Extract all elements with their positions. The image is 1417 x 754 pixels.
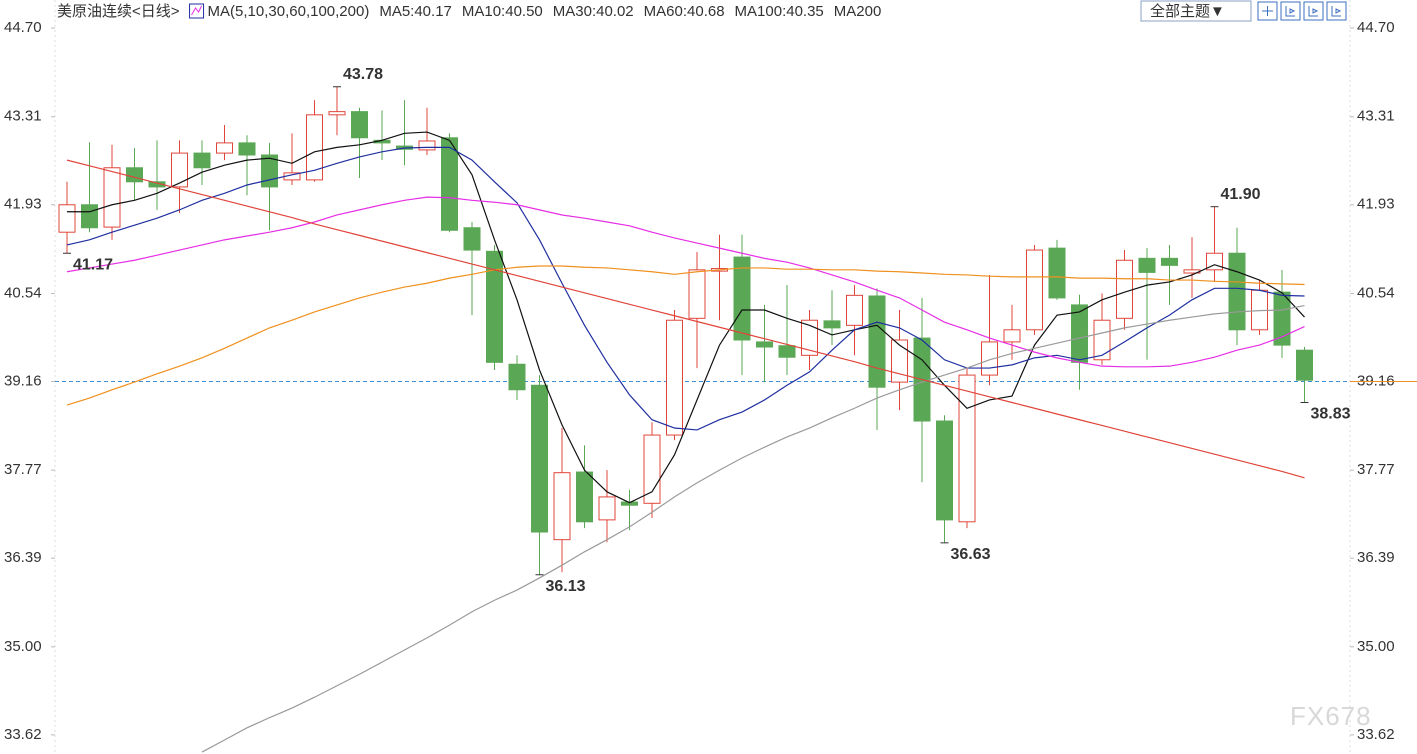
tool-icon: [1331, 6, 1342, 17]
candle-body: [1161, 257, 1178, 266]
candle-body: [823, 320, 841, 329]
legend-entry: MA200: [834, 3, 882, 20]
theme-button[interactable]: [1140, 0, 1252, 22]
candle-body: [216, 142, 233, 154]
candle-body: [1116, 259, 1133, 319]
ma-line: [67, 131, 1305, 504]
theme-button-label[interactable]: 全部主题▼: [1150, 2, 1225, 20]
ma-line: [201, 304, 1305, 753]
candle-body: [81, 204, 98, 229]
candle-body: [418, 140, 436, 151]
candle-body: [103, 167, 121, 228]
y-tick-label: 43.31: [4, 108, 42, 125]
candle-body: [1071, 304, 1088, 363]
y-tick-label-right: 43.31: [1357, 108, 1395, 125]
legend-entry: MA5:40.17: [379, 3, 452, 20]
y-tick-label-right: 44.70: [1357, 19, 1395, 36]
candle-body: [126, 167, 143, 183]
ma-icon-line: [191, 5, 202, 16]
y-tick-label: 36.39: [4, 549, 42, 566]
legend-entry: MA60:40.68: [644, 3, 725, 20]
instrument-title: 美原油连续: [57, 3, 132, 20]
candle-body: [576, 471, 593, 523]
candle-body: [846, 294, 863, 326]
candle-body: [868, 295, 886, 388]
candle-body: [463, 227, 481, 251]
candle-body: [598, 496, 616, 521]
ma-icon: [189, 3, 205, 19]
candle-body: [553, 472, 571, 541]
candle-body: [666, 319, 683, 436]
y-tick-label-right: 37.77: [1357, 461, 1395, 478]
tool-icon: [1308, 6, 1319, 17]
y-tick-label: 44.70: [4, 19, 42, 36]
ma-line: [66, 196, 1305, 368]
candle-body: [148, 181, 166, 188]
candle-body: [238, 142, 256, 156]
ma-line: [66, 146, 1305, 431]
candle-body: [643, 434, 661, 504]
y-tick-label: 33.62: [4, 726, 42, 743]
header: 美原油连续 <日线> MA(5,10,30,60,100,200) MA5:40.17…: [57, 3, 881, 20]
candle-body: [486, 250, 503, 363]
y-tick-label-right: 39.16: [1357, 372, 1395, 389]
candle-body: [1093, 319, 1111, 361]
candle-body: [891, 339, 908, 383]
extreme-label: 38.83: [1311, 406, 1351, 423]
candle-body: [981, 341, 998, 376]
y-tick-label: 39.16: [4, 372, 42, 389]
candle-body: [193, 152, 211, 169]
extreme-label: 36.63: [951, 546, 991, 563]
candle-body: [688, 269, 706, 319]
candle-body: [306, 114, 323, 181]
candle-body: [441, 137, 458, 231]
candle-body: [733, 256, 751, 341]
ma-line: [66, 265, 1305, 406]
ma-settings: MA(5,10,30,60,100,200): [208, 3, 370, 20]
candle-body: [936, 420, 953, 521]
candle-body: [328, 111, 346, 116]
candle-body: [171, 152, 188, 188]
tool-icon: [1285, 6, 1296, 17]
extreme-label: 41.17: [73, 256, 113, 273]
candle-body: [351, 111, 368, 139]
watermark: FX678: [1290, 701, 1372, 731]
tool-icon: [1262, 6, 1273, 16]
candle-body: [778, 345, 796, 358]
y-tick-label-right: 40.54: [1357, 284, 1395, 301]
extreme-label: 41.90: [1221, 186, 1261, 203]
y-tick-label: 35.00: [4, 638, 42, 655]
candle-body: [756, 341, 773, 348]
y-tick-label: 41.93: [4, 196, 42, 213]
y-tick-label-right: 36.39: [1357, 549, 1395, 566]
candle-body: [1228, 252, 1246, 331]
candle-body: [531, 384, 548, 533]
legend-entry: MA10:40.50: [462, 3, 543, 20]
legend-entry: MA30:40.02: [553, 3, 634, 20]
candle-body: [58, 204, 76, 233]
legend-entry: MA100:40.35: [735, 3, 824, 20]
extreme-label: 43.78: [343, 66, 383, 83]
y-tick-label-right: 33.62: [1357, 726, 1395, 743]
candle-body: [801, 319, 818, 356]
period-label: <日线>: [132, 3, 180, 20]
ma-line: [66, 159, 1305, 479]
y-tick-label-right: 35.00: [1357, 638, 1395, 655]
candle-body: [1138, 257, 1156, 273]
candle-body: [508, 363, 526, 391]
candle-body: [1003, 329, 1021, 343]
candle-body: [958, 374, 976, 523]
y-tick-label: 37.77: [4, 461, 42, 478]
candle-body: [1048, 247, 1066, 299]
y-tick-label: 40.54: [4, 284, 42, 301]
candle-body: [1026, 249, 1043, 331]
extreme-label: 36.13: [546, 578, 586, 595]
candle-body: [1296, 349, 1313, 381]
y-tick-label-right: 41.93: [1357, 196, 1395, 213]
